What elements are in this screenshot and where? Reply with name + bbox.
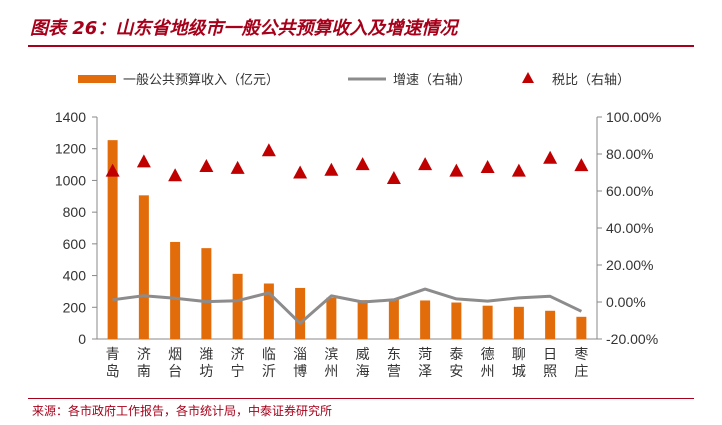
bar-东营 xyxy=(388,299,399,339)
tax-ratio-marker-枣庄 xyxy=(574,158,589,172)
category-label-威海: 海 xyxy=(356,364,370,380)
tax-ratio-series xyxy=(105,143,589,185)
tax-ratio-marker-威海 xyxy=(355,157,370,171)
category-label-聊城: 城 xyxy=(512,364,526,380)
category-label-济宁: 宁 xyxy=(231,363,245,380)
bar-枣庄 xyxy=(576,316,587,339)
bar-济宁 xyxy=(232,273,243,339)
tax-ratio-marker-青岛 xyxy=(105,163,120,177)
category-label-临沂: 沂 xyxy=(262,364,276,380)
legend-label-tax-ratio: 税比（右轴） xyxy=(552,73,630,88)
bar-series xyxy=(107,140,587,339)
category-label-聊城: 聊 xyxy=(512,347,526,363)
category-label-济南: 济 xyxy=(137,347,151,363)
left-tick-label: 400 xyxy=(63,268,87,284)
category-label-菏泽: 菏 xyxy=(418,347,432,363)
left-tick-label: 0 xyxy=(78,331,86,347)
bar-威海 xyxy=(357,300,368,339)
legend-label-growth: 增速（右轴） xyxy=(393,73,471,88)
bar-烟台 xyxy=(170,241,181,339)
tax-ratio-marker-菏泽 xyxy=(418,157,433,171)
bar-日照 xyxy=(545,310,556,339)
right-tick-label: 0.00% xyxy=(606,294,646,310)
left-axis-ticks: 0 200 400 600 800 1000 1200 1400 xyxy=(55,109,97,347)
tax-ratio-marker-淄博 xyxy=(293,165,308,179)
bar-淄博 xyxy=(295,287,306,339)
bar-菏泽 xyxy=(420,300,431,339)
category-label-东营: 营 xyxy=(387,364,401,380)
tax-ratio-marker-东营 xyxy=(386,171,401,185)
right-tick-label: 20.00% xyxy=(606,257,653,273)
tax-ratio-marker-泰安 xyxy=(449,163,464,177)
category-label-滨州: 滨 xyxy=(324,347,338,363)
left-tick-label: 200 xyxy=(63,299,87,315)
category-label-枣庄: 庄 xyxy=(574,363,588,380)
growth-line-series xyxy=(112,287,583,325)
bar-青岛 xyxy=(107,140,118,339)
category-label-日照: 照 xyxy=(543,364,557,380)
category-label-日照: 日 xyxy=(543,347,557,363)
category-label-潍坊: 潍 xyxy=(199,347,213,363)
legend-label-revenue: 一般公共预算收入（亿元） xyxy=(123,72,279,88)
category-label-青岛: 岛 xyxy=(106,364,120,380)
category-label-烟台: 烟 xyxy=(168,347,182,363)
source-divider xyxy=(28,398,694,399)
bar-泰安 xyxy=(451,302,462,339)
legend-swatch-marker xyxy=(522,72,534,83)
chart-title: 图表 26：山东省地级市一般公共预算收入及增速情况 xyxy=(30,18,458,39)
source-note: 来源：各市政府工作报告，各市统计局，中泰证券研究所 xyxy=(32,404,333,418)
legend-swatch-bar xyxy=(78,75,116,83)
tax-ratio-marker-烟台 xyxy=(168,168,183,182)
title-divider xyxy=(28,45,694,47)
legend: 一般公共预算收入（亿元） 增速（右轴） 税比（右轴） xyxy=(78,72,630,88)
category-label-潍坊: 坊 xyxy=(199,364,213,380)
bar-滨州 xyxy=(326,297,337,339)
right-tick-label: 100.00% xyxy=(606,109,661,125)
right-tick-label: 40.00% xyxy=(606,220,653,236)
tax-ratio-marker-临沂 xyxy=(261,143,276,157)
tax-ratio-marker-日照 xyxy=(543,150,558,164)
bar-潍坊 xyxy=(201,248,212,339)
category-label-德州: 州 xyxy=(481,364,495,380)
bar-济南 xyxy=(138,195,149,339)
tax-ratio-marker-潍坊 xyxy=(199,159,214,173)
bar-德州 xyxy=(482,305,493,339)
left-tick-label: 1200 xyxy=(55,141,86,157)
bar-临沂 xyxy=(263,283,274,339)
category-label-淄博: 博 xyxy=(293,363,307,380)
category-label-德州: 德 xyxy=(481,347,495,363)
tax-ratio-marker-济南 xyxy=(136,154,151,168)
category-label-枣庄: 枣 xyxy=(574,347,588,363)
category-label-济宁: 济 xyxy=(231,347,245,363)
category-label-滨州: 州 xyxy=(324,364,338,380)
category-label-淄博: 淄 xyxy=(293,347,307,363)
right-tick-label: 80.00% xyxy=(606,146,653,162)
left-tick-label: 1400 xyxy=(55,109,86,125)
category-label-临沂: 临 xyxy=(262,347,276,363)
left-tick-label: 1000 xyxy=(55,172,86,188)
tax-ratio-marker-济宁 xyxy=(230,160,245,174)
category-label-东营: 东 xyxy=(387,347,401,363)
right-tick-label: -20.00% xyxy=(606,331,658,347)
category-label-泰安: 泰 xyxy=(449,347,463,363)
left-tick-label: 800 xyxy=(63,204,87,220)
category-label-济南: 南 xyxy=(137,364,151,380)
left-tick-label: 600 xyxy=(63,236,87,252)
growth-line xyxy=(112,287,583,325)
category-label-烟台: 台 xyxy=(168,364,182,380)
tax-ratio-marker-滨州 xyxy=(324,162,339,176)
category-label-威海: 威 xyxy=(356,347,370,363)
category-label-泰安: 安 xyxy=(449,364,463,380)
right-axis-ticks: -20.00% 0.00% 20.00% 40.00% 60.00% 80.00% 100.… xyxy=(597,109,661,347)
right-tick-label: 60.00% xyxy=(606,183,653,199)
bar-聊城 xyxy=(513,306,524,339)
tax-ratio-marker-聊城 xyxy=(511,163,526,177)
category-label-菏泽: 泽 xyxy=(418,364,432,380)
tax-ratio-marker-德州 xyxy=(480,159,495,173)
category-label-青岛: 青 xyxy=(106,347,120,363)
